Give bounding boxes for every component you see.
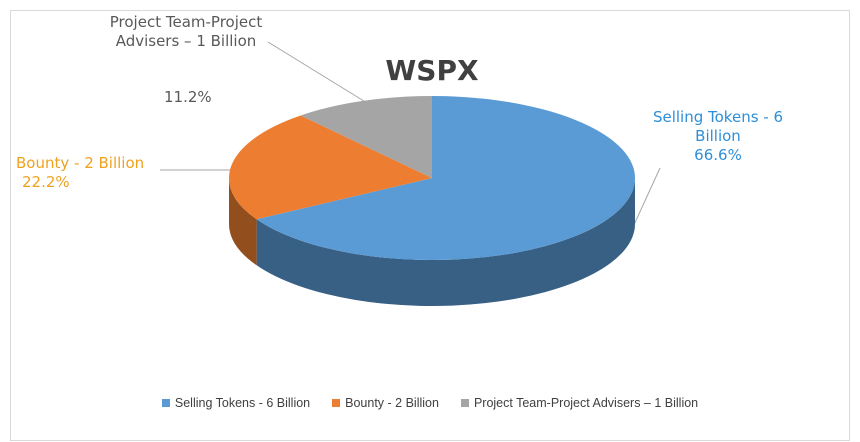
- legend-label: Bounty - 2 Billion: [345, 396, 439, 410]
- legend-swatch: [161, 399, 170, 407]
- slice-label: Project Team-Project Advisers – 1 Billio…: [109, 13, 263, 50]
- pie-tops: [229, 96, 635, 260]
- legend: Selling Tokens - 6 Billion Bounty - 2 Bil…: [0, 396, 860, 410]
- slice: [229, 115, 432, 220]
- frame: [10, 10, 850, 441]
- legend-item: Project Team-Project Advisers – 1 Billio…: [460, 396, 699, 410]
- chart-title: WSPX: [385, 54, 479, 87]
- slice-side: [229, 178, 257, 266]
- legend-item: Bounty - 2 Billion: [332, 396, 439, 410]
- legend-label: Selling Tokens - 6 Billion: [174, 396, 311, 410]
- value-label: 22.2%: [22, 173, 70, 191]
- pie-sides: [229, 178, 635, 306]
- legend-swatch: [332, 399, 341, 407]
- value-label: 66.6%: [694, 146, 742, 164]
- slice-side: [256, 178, 635, 306]
- value-label: 11.2%: [164, 88, 212, 106]
- legend-label: Project Team-Project Advisers – 1 Billio…: [473, 396, 699, 410]
- legend-item: Selling Tokens - 6 Billion: [161, 396, 311, 410]
- slice: [300, 96, 432, 178]
- slice-label: Bounty - 2 Billion: [16, 154, 145, 172]
- slice-label: Selling Tokens - 6 Billion: [652, 108, 784, 145]
- leader-line: [267, 41, 373, 107]
- slice: [256, 96, 635, 260]
- legend-swatch: [460, 399, 469, 407]
